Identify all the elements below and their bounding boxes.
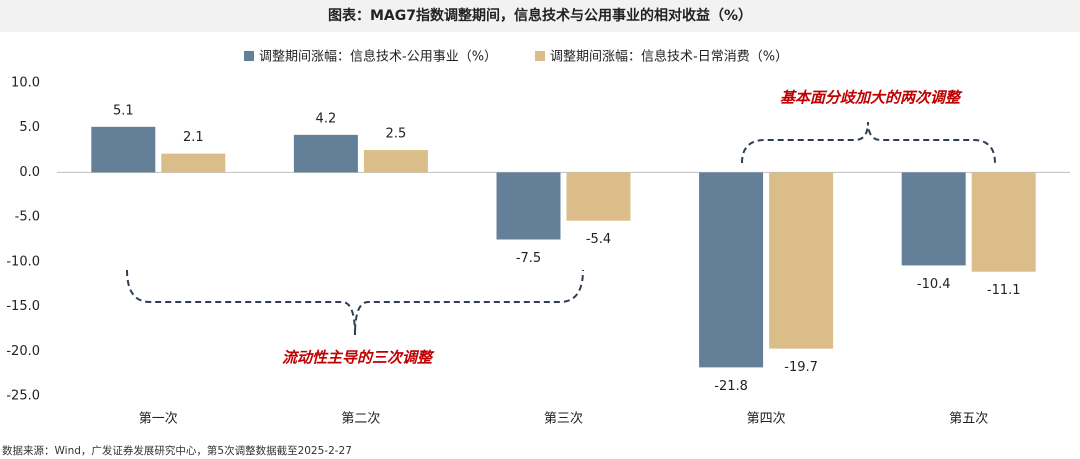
data-label: -21.8 <box>714 379 748 394</box>
bar <box>566 172 631 221</box>
legend-swatch <box>244 51 254 61</box>
annotation: 基本面分歧加大的两次调整 <box>780 89 963 107</box>
x-tick-label: 第二次 <box>341 411 380 427</box>
x-tick-label: 第四次 <box>747 411 786 427</box>
bar <box>769 172 834 349</box>
bar <box>496 172 561 240</box>
data-label: 2.1 <box>183 130 204 145</box>
x-tick-label: 第三次 <box>544 411 583 427</box>
bar <box>971 172 1036 272</box>
y-tick-label: 0.0 <box>19 165 40 180</box>
legend-swatch <box>535 51 546 61</box>
y-tick-label: -15.0 <box>6 299 40 314</box>
x-tick-label: 第五次 <box>949 411 988 427</box>
data-label: 2.5 <box>386 127 407 142</box>
x-tick-label: 第一次 <box>139 411 178 427</box>
y-tick-label: -20.0 <box>6 344 40 359</box>
bar <box>901 172 966 266</box>
y-tick-label: -10.0 <box>6 254 40 269</box>
data-label: -10.4 <box>917 277 951 292</box>
bar <box>293 134 358 173</box>
legend-label: 调整期间涨幅：信息技术-日常消费（%） <box>550 49 788 65</box>
legend-label: 调整期间涨幅：信息技术-公用事业（%） <box>259 49 497 65</box>
data-label: -5.4 <box>586 232 611 247</box>
y-tick-label: 10.0 <box>11 76 40 91</box>
data-label: -7.5 <box>516 251 541 266</box>
chart-title: 图表：MAG7指数调整期间，信息技术与公用事业的相对收益（%） <box>328 7 752 24</box>
bar <box>91 126 156 173</box>
data-label: 5.1 <box>113 103 134 118</box>
data-label: -19.7 <box>784 360 818 375</box>
data-label: -11.1 <box>987 283 1021 298</box>
bar <box>699 172 764 368</box>
brace-bottom <box>126 269 584 336</box>
title-bar <box>0 0 1080 32</box>
y-tick-label: -25.0 <box>6 389 40 404</box>
data-label: 4.2 <box>316 111 337 126</box>
source-note: 数据来源：Wind，广发证券发展研究中心，第5次调整数据截至2025-2-27 <box>2 444 352 457</box>
bar <box>363 150 428 173</box>
bar <box>161 153 226 173</box>
annotation: 流动性主导的三次调整 <box>282 349 435 367</box>
y-tick-label: 5.0 <box>19 120 40 135</box>
y-tick-label: -5.0 <box>15 210 40 225</box>
brace-top <box>741 121 996 164</box>
